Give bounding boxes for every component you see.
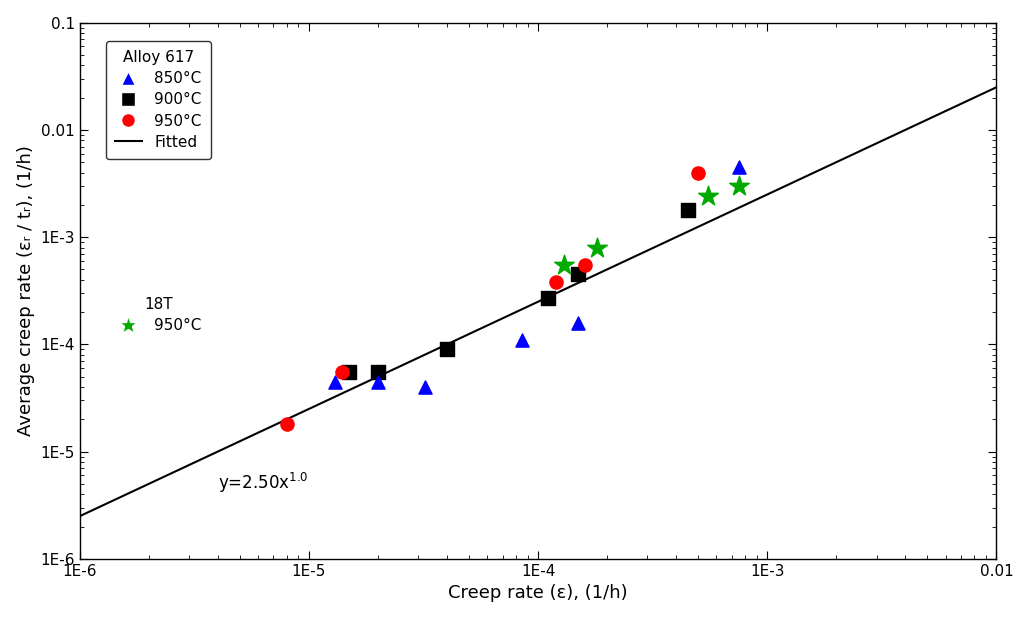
- Point: [730, 162, 747, 172]
- Point: [548, 277, 564, 287]
- Legend: 950°C: 950°C: [105, 288, 211, 342]
- Point: [341, 367, 357, 377]
- Point: [699, 191, 716, 201]
- Point: [416, 382, 433, 392]
- Point: [577, 260, 593, 270]
- Point: [514, 335, 530, 345]
- X-axis label: Creep rate (ε), (1/h): Creep rate (ε), (1/h): [448, 584, 628, 602]
- Point: [588, 243, 605, 253]
- Text: y=2.50x$^{1.0}$: y=2.50x$^{1.0}$: [217, 471, 308, 495]
- Point: [540, 293, 556, 303]
- Point: [278, 419, 295, 429]
- Point: [730, 181, 747, 191]
- Point: [370, 376, 386, 386]
- Point: [370, 367, 386, 377]
- Point: [556, 260, 573, 270]
- Point: [571, 318, 587, 327]
- Point: [439, 344, 455, 354]
- Y-axis label: Average creep rate (εᵣ / tᵣ), (1/h): Average creep rate (εᵣ / tᵣ), (1/h): [16, 145, 35, 436]
- Point: [571, 269, 587, 279]
- Point: [690, 168, 707, 178]
- Point: [327, 376, 343, 386]
- Point: [334, 367, 350, 377]
- Point: [680, 205, 696, 215]
